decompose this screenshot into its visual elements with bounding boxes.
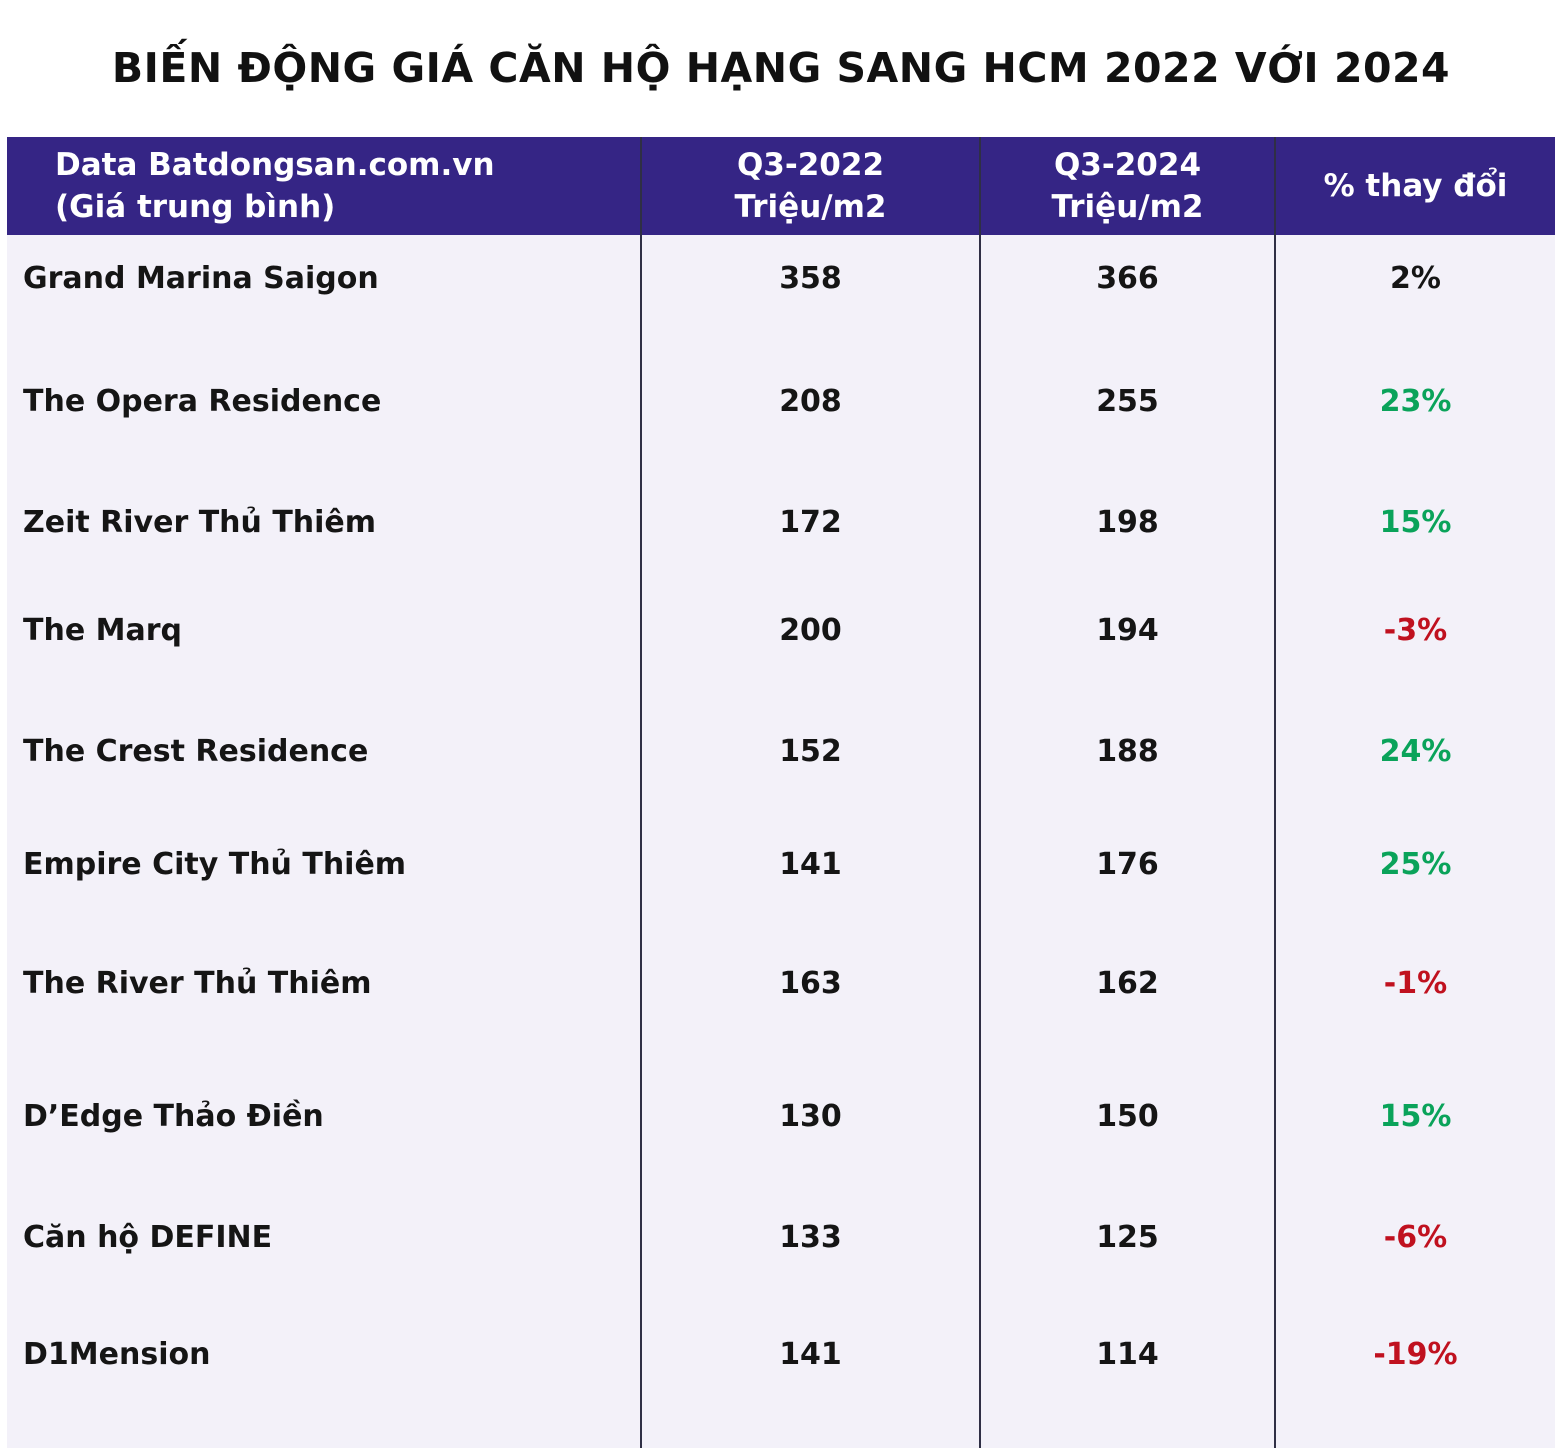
- price-2022-cell: 152: [779, 734, 842, 769]
- price-2024-cell: 125: [1096, 1220, 1159, 1255]
- project-name-cell: The Marq: [23, 613, 182, 648]
- price-2024-cell: 150: [1096, 1099, 1159, 1134]
- table-row: Grand Marina Saigon 358 366 2%: [7, 249, 1555, 309]
- table-row: The Opera Residence 208 255 23%: [7, 372, 1555, 432]
- column-header-project-line1: Data Batdongsan.com.vn: [55, 147, 495, 183]
- table-row: Zeit River Thủ Thiêm 172 198 15%: [7, 493, 1555, 553]
- price-2022-cell: 130: [779, 1099, 842, 1134]
- column-divider: [640, 137, 642, 1448]
- project-name-cell: D1Mension: [23, 1337, 211, 1372]
- project-name-cell: Zeit River Thủ Thiêm: [23, 505, 377, 540]
- project-name-cell: The River Thủ Thiêm: [23, 966, 372, 1001]
- price-2022-cell: 163: [779, 966, 842, 1001]
- change-percent-cell: 2%: [1390, 261, 1441, 296]
- project-name-cell: Grand Marina Saigon: [23, 261, 379, 296]
- table-row: D1Mension 141 114 -19%: [7, 1325, 1555, 1385]
- column-header-q3-2024-line2: Triệu/m2: [1051, 189, 1204, 225]
- price-2022-cell: 172: [779, 505, 842, 540]
- change-percent-cell: 15%: [1379, 505, 1452, 540]
- column-header-project: Data Batdongsan.com.vn (Giá trung bình): [7, 137, 641, 235]
- column-header-q3-2024-line1: Q3-2024: [1053, 147, 1202, 183]
- table-row: The River Thủ Thiêm 163 162 -1%: [7, 954, 1555, 1014]
- price-2022-cell: 358: [779, 261, 842, 296]
- change-percent-cell: 23%: [1379, 384, 1452, 419]
- change-percent-cell: -3%: [1383, 613, 1448, 648]
- change-percent-cell: 24%: [1379, 734, 1452, 769]
- price-table: Data Batdongsan.com.vn (Giá trung bình) …: [7, 137, 1555, 1448]
- price-2024-cell: 198: [1096, 505, 1159, 540]
- price-2022-cell: 141: [779, 847, 842, 882]
- price-2024-cell: 176: [1096, 847, 1159, 882]
- column-header-change-line1: % thay đổi: [1323, 168, 1508, 204]
- column-divider: [1274, 137, 1276, 1448]
- column-divider: [979, 137, 981, 1448]
- price-2024-cell: 162: [1096, 966, 1159, 1001]
- change-percent-cell: 15%: [1379, 1099, 1452, 1134]
- price-2024-cell: 188: [1096, 734, 1159, 769]
- price-2022-cell: 133: [779, 1220, 842, 1255]
- column-header-q3-2022: Q3-2022 Triệu/m2: [642, 137, 979, 235]
- page-title: BIẾN ĐỘNG GIÁ CĂN HỘ HẠNG SANG HCM 2022 …: [111, 44, 1451, 92]
- table-row: The Crest Residence 152 188 24%: [7, 722, 1555, 782]
- price-2024-cell: 255: [1096, 384, 1159, 419]
- change-percent-cell: 25%: [1379, 847, 1452, 882]
- table-row: Căn hộ DEFINE 133 125 -6%: [7, 1208, 1555, 1268]
- change-percent-cell: -6%: [1383, 1220, 1448, 1255]
- price-2022-cell: 200: [779, 613, 842, 648]
- price-2022-cell: 208: [779, 384, 842, 419]
- column-header-q3-2022-line1: Q3-2022: [736, 147, 885, 183]
- table-row: D’Edge Thảo Điền 130 150 15%: [7, 1087, 1555, 1147]
- column-header-q3-2024: Q3-2024 Triệu/m2: [981, 137, 1274, 235]
- price-2022-cell: 141: [779, 1337, 842, 1372]
- table-row: Empire City Thủ Thiêm 141 176 25%: [7, 835, 1555, 895]
- project-name-cell: D’Edge Thảo Điền: [23, 1099, 324, 1134]
- price-2024-cell: 114: [1096, 1337, 1159, 1372]
- change-percent-cell: -1%: [1383, 966, 1448, 1001]
- price-2024-cell: 366: [1096, 261, 1159, 296]
- price-2024-cell: 194: [1096, 613, 1159, 648]
- project-name-cell: Empire City Thủ Thiêm: [23, 847, 407, 882]
- project-name-cell: The Crest Residence: [23, 734, 369, 769]
- change-percent-cell: -19%: [1373, 1337, 1458, 1372]
- column-header-q3-2022-line2: Triệu/m2: [734, 189, 887, 225]
- column-header-change: % thay đổi: [1276, 137, 1555, 235]
- column-header-project-line2: (Giá trung bình): [55, 189, 336, 225]
- project-name-cell: The Opera Residence: [23, 384, 382, 419]
- project-name-cell: Căn hộ DEFINE: [23, 1220, 273, 1255]
- table-row: The Marq 200 194 -3%: [7, 601, 1555, 661]
- table-header: Data Batdongsan.com.vn (Giá trung bình) …: [7, 137, 1555, 235]
